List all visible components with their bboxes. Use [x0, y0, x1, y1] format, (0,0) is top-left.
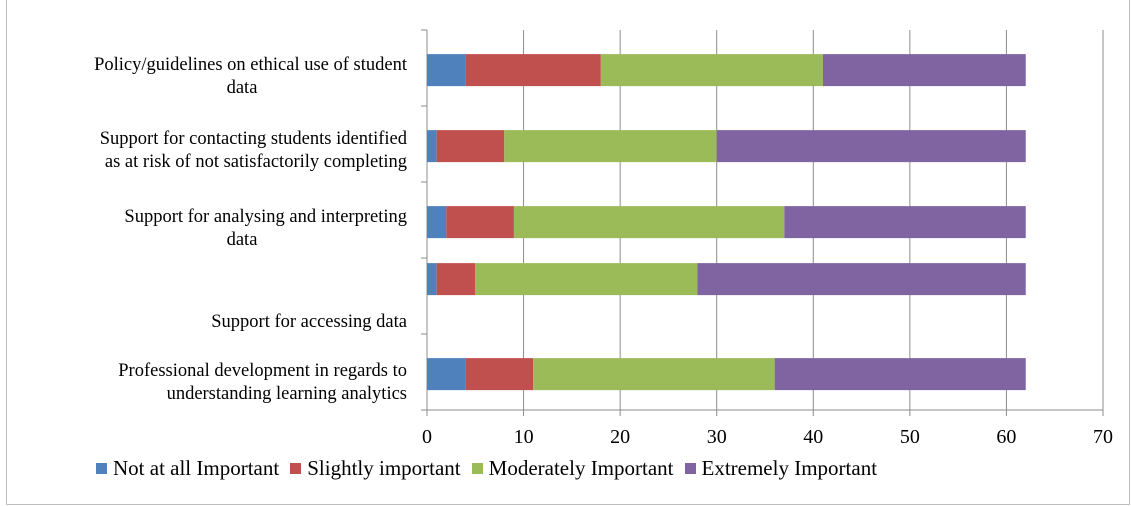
category-label-line: understanding learning analytics — [166, 384, 407, 404]
bar-5-series-3 — [533, 358, 775, 391]
category-label-line: Professional development in regards to — [118, 361, 407, 381]
bar-5-series-2 — [465, 358, 534, 391]
category-label-line: Support for accessing data — [211, 312, 407, 332]
bar-4-series-2 — [436, 263, 476, 296]
bar-5-series-4 — [774, 358, 1026, 391]
bar-1-series-3 — [600, 54, 823, 87]
x-tick-label: 20 — [610, 426, 631, 448]
legend-item: Not at all Important — [96, 456, 279, 480]
category-label: Support for contacting students identifi… — [0, 128, 407, 174]
category-label: Professional development in regards to un… — [0, 360, 407, 406]
bar-2-series-4 — [716, 130, 1026, 163]
x-tick-label: 0 — [422, 426, 432, 448]
legend-swatch — [684, 462, 696, 474]
legend-item: Moderately Important — [471, 456, 674, 480]
bar-4-series-3 — [475, 263, 698, 296]
category-label-line: data — [226, 78, 258, 98]
x-tick-label: 60 — [996, 426, 1017, 448]
legend-label: Moderately Important — [488, 456, 674, 480]
bar-1-series-1 — [427, 54, 466, 87]
legend-label: Not at all Important — [113, 456, 280, 480]
bar-3-series-4 — [784, 206, 1026, 239]
category-label-line: as at risk of not satisfactorily complet… — [104, 152, 407, 172]
bar-1-series-4 — [822, 54, 1026, 87]
legend-label: Slightly important — [307, 456, 461, 480]
legend-item: Slightly important — [290, 456, 461, 480]
legend-swatch — [290, 462, 302, 474]
category-label: Support for accessing data — [0, 311, 407, 334]
bar-2-series-1 — [427, 130, 437, 163]
bar-4-series-4 — [697, 263, 1026, 296]
bar-3-series-1 — [427, 206, 447, 239]
category-label: Support for analysing and interpreting da… — [0, 206, 407, 252]
category-label-line: Support for contacting students identifi… — [99, 129, 407, 149]
bar-2-series-2 — [436, 130, 505, 163]
legend-swatch — [96, 462, 107, 474]
x-tick-label: 50 — [899, 426, 920, 448]
x-tick-label: 70 — [1093, 426, 1113, 448]
category-label: Policy/guidelines on ethical use of stud… — [0, 54, 407, 100]
category-label-line: Policy/guidelines on ethical use of stud… — [94, 55, 407, 75]
category-label-line: Support for analysing and interpreting — [124, 207, 407, 227]
legend-item: Extremely Important — [684, 456, 878, 480]
x-tick-label: 30 — [706, 426, 727, 448]
legend-swatch — [471, 462, 483, 474]
bar-2-series-3 — [504, 130, 717, 163]
x-tick-label: 40 — [803, 426, 824, 448]
category-label-line: data — [226, 230, 258, 250]
bar-5-series-1 — [427, 358, 466, 391]
bar-1-series-2 — [465, 54, 601, 87]
bar-3-series-3 — [513, 206, 785, 239]
bar-4-series-1 — [427, 263, 437, 296]
x-tick-label: 10 — [513, 426, 534, 448]
legend-label: Extremely Important — [701, 456, 878, 480]
chart-frame — [6, 0, 1130, 505]
legend: Not at all Important Slightly important Mo… — [96, 455, 888, 481]
bar-3-series-2 — [446, 206, 514, 239]
